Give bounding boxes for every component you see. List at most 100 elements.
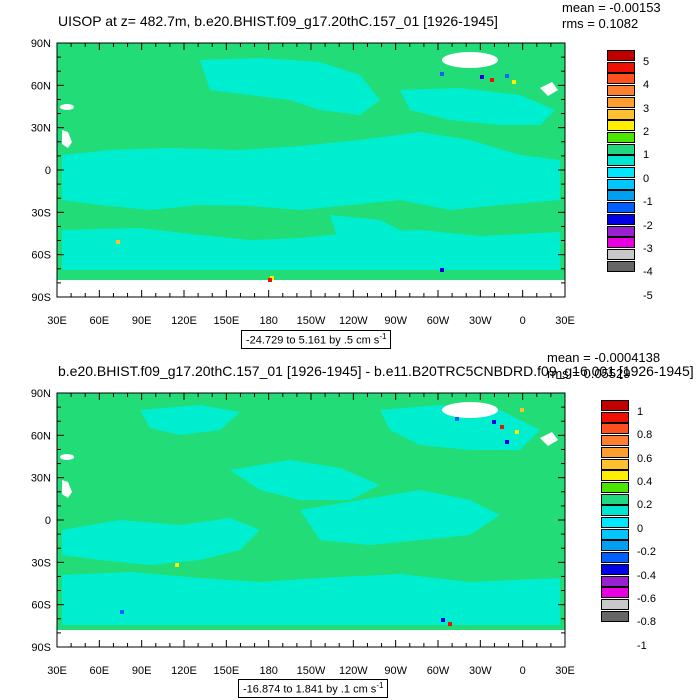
top-lon-label-5: 180	[259, 315, 277, 327]
top-lon-label-1: 60E	[90, 315, 110, 327]
top-speck-3	[512, 80, 516, 84]
bottom-rms: rms = 0.05529	[547, 366, 631, 381]
top-lon-label-12: 30E	[555, 315, 575, 327]
top-panel-title: UISOP at z= 482.7m, b.e20.BHIST.f09_g17.…	[58, 13, 498, 29]
bottom-panel-title: b.e20.BHIST.f09_g17.20thC.157_01 [1926-1…	[58, 363, 694, 379]
top-legend-swatch-3	[607, 85, 635, 97]
top-lon-label-6: 150W	[297, 315, 326, 327]
top-small-land-b	[62, 130, 72, 148]
bottom-legend-swatch-0	[601, 400, 629, 411]
bottom-cyan-region-3	[62, 572, 560, 625]
bottom-legend-swatch-12	[601, 540, 629, 552]
top-lon-label-8: 90W	[384, 315, 407, 327]
top-legend-label-5: 0	[643, 172, 650, 185]
top-legend-swatch-5	[607, 108, 635, 120]
bottom-legend-swatch-8	[601, 493, 629, 505]
top-lat-label-1: 60N	[31, 80, 51, 92]
top-small-land-a	[60, 104, 74, 110]
bottom-cyan-region-4	[380, 405, 540, 450]
bottom-cyan-region-2	[230, 460, 380, 500]
bottom-cyan-region-0	[62, 518, 260, 565]
bottom-legend-swatch-4	[601, 446, 629, 458]
top-lon-label-10: 30W	[469, 315, 492, 327]
bottom-small-land-b	[62, 480, 72, 498]
bottom-speck-4	[175, 563, 179, 567]
bottom-mean: mean = -0.0004138	[547, 350, 661, 365]
bottom-speck-7	[120, 610, 124, 614]
top-speck-6	[440, 268, 444, 272]
bottom-lat-label-3: 0	[45, 515, 51, 527]
bottom-lon-label-4: 150E	[213, 665, 239, 677]
top-legend-label-0: 5	[643, 55, 650, 68]
top-cyan-region-0	[62, 132, 560, 210]
bottom-cyan-region-1	[300, 490, 500, 545]
top-legend-swatch-11	[607, 178, 635, 190]
top-cyan-region-2	[400, 88, 555, 125]
top-legend-label-8: -3	[643, 242, 653, 255]
top-lat-label-5: 60S	[31, 250, 51, 262]
bottom-legend-label-1: 0.8	[637, 429, 653, 442]
top-legend-swatch-10	[607, 167, 635, 178]
bottom-speck-1	[500, 425, 504, 429]
bottom-legend-label-3: 0.4	[637, 475, 653, 488]
top-lon-label-7: 120W	[339, 315, 368, 327]
bottom-legend-label-10: -1	[637, 639, 647, 652]
bottom-legend-label-6: -0.2	[637, 546, 656, 559]
top-legend-swatch-6	[607, 120, 635, 132]
top-range-box: -24.729 to 5.161 by .5 cm s-1	[241, 330, 392, 349]
bottom-legend-swatch-6	[601, 470, 629, 482]
top-speck-7	[116, 240, 120, 244]
bottom-lon-label-5: 180	[259, 665, 277, 677]
bottom-legend-label-9: -0.8	[637, 616, 656, 629]
top-legend-swatch-1	[607, 61, 635, 73]
bottom-range-exp: -1	[376, 681, 384, 690]
bottom-panel: mean = -0.0004138 rms = 0.05529 b.e20.BH…	[0, 350, 700, 700]
top-legend-swatch-9	[607, 155, 635, 167]
bottom-legend-label-4: 0.2	[637, 499, 653, 512]
bottom-map: 90N 60N 30N 0 30S 60S 90S 30E 60E 90E 120E 150E 180 1…	[31, 388, 575, 677]
bottom-cyan-region-5	[140, 405, 240, 435]
top-legend-swatch-0	[607, 50, 635, 61]
bottom-legend-swatch-1	[601, 411, 629, 423]
bottom-lon-label-6: 150W	[297, 665, 326, 677]
top-legend-label-1: 4	[643, 79, 650, 92]
top-legend-swatch-2	[607, 73, 635, 85]
bottom-speck-3	[455, 417, 459, 421]
bottom-lon-label-3: 120E	[171, 665, 197, 677]
bottom-legend-swatch-14	[601, 563, 629, 575]
bottom-lon-label-9: 60W	[427, 665, 450, 677]
bottom-legend-swatch-5	[601, 458, 629, 470]
top-legend-label-4: 1	[643, 149, 650, 162]
bottom-legend-label-5: 0	[637, 522, 644, 535]
top-legend-swatch-4	[607, 96, 635, 108]
top-lat-label-3: 0	[45, 165, 51, 177]
bottom-speck-2	[515, 430, 519, 434]
bottom-range-box: -16.874 to 1.841 by .1 cm s-1	[238, 679, 389, 698]
top-panel: UISOP at z= 482.7m, b.e20.BHIST.f09_g17.…	[31, 0, 661, 349]
top-lat-label-0: 90N	[31, 38, 51, 50]
bottom-island-land	[540, 432, 558, 446]
top-speck-0	[480, 75, 484, 79]
bottom-range-text: -16.874 to 1.841 by .1 cm s	[243, 683, 377, 696]
top-lat-label-6: 90S	[31, 292, 51, 304]
top-island-land	[540, 82, 558, 96]
bottom-lat-label-4: 30S	[31, 557, 51, 569]
top-mean: mean = -0.00153	[562, 0, 661, 15]
bottom-lon-label-2: 90E	[132, 665, 152, 677]
top-legend-label-6: -1	[643, 196, 653, 209]
top-legend-swatch-8	[607, 143, 635, 155]
top-lon-label-3: 120E	[171, 315, 197, 327]
top-lon-label-9: 60W	[427, 315, 450, 327]
top-lon-label-2: 90E	[132, 315, 152, 327]
top-legend-swatch-13	[607, 202, 635, 214]
bottom-legend-swatch-11	[601, 528, 629, 540]
bottom-lon-label-10: 30W	[469, 665, 492, 677]
top-legend-label-2: 3	[643, 102, 650, 115]
top-lon-label-11: 0	[520, 315, 526, 327]
bottom-legend-label-0: 1	[637, 405, 644, 418]
top-lat-label-4: 30S	[31, 207, 51, 219]
bottom-lat-label-6: 90S	[31, 642, 51, 654]
bottom-legend-label-7: -0.4	[637, 569, 656, 582]
bottom-legend-swatch-2	[601, 423, 629, 435]
bottom-lat-label-5: 60S	[31, 600, 51, 612]
